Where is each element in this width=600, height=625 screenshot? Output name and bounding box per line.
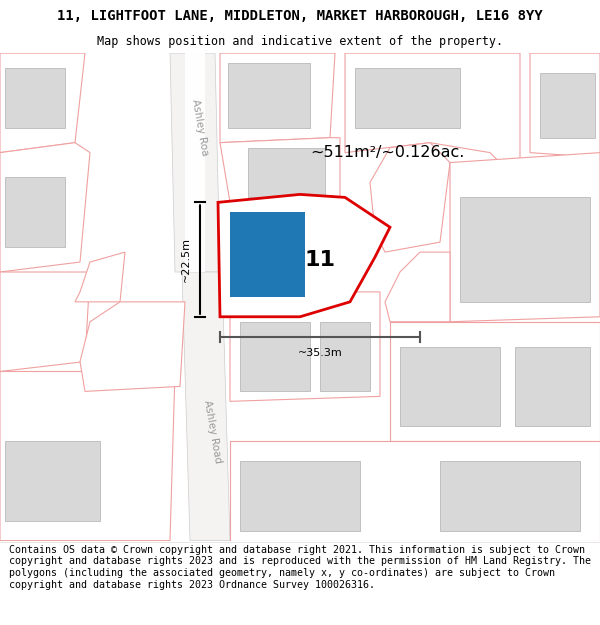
Polygon shape bbox=[450, 152, 600, 322]
Polygon shape bbox=[370, 142, 450, 252]
Polygon shape bbox=[182, 272, 230, 541]
Polygon shape bbox=[240, 461, 360, 531]
Polygon shape bbox=[75, 252, 125, 302]
Polygon shape bbox=[5, 177, 65, 247]
Polygon shape bbox=[5, 68, 65, 128]
Polygon shape bbox=[355, 68, 460, 128]
Polygon shape bbox=[5, 441, 100, 521]
Text: 11, LIGHTFOOT LANE, MIDDLETON, MARKET HARBOROUGH, LE16 8YY: 11, LIGHTFOOT LANE, MIDDLETON, MARKET HA… bbox=[57, 9, 543, 23]
Text: Ashley Road: Ashley Road bbox=[202, 399, 223, 464]
Polygon shape bbox=[248, 148, 325, 198]
Polygon shape bbox=[390, 322, 600, 441]
Polygon shape bbox=[218, 194, 390, 317]
Polygon shape bbox=[0, 142, 90, 272]
Text: Map shows position and indicative extent of the property.: Map shows position and indicative extent… bbox=[97, 35, 503, 48]
Text: ~511m²/~0.126ac.: ~511m²/~0.126ac. bbox=[310, 145, 464, 160]
Text: 11: 11 bbox=[305, 250, 335, 270]
Polygon shape bbox=[0, 272, 90, 371]
Polygon shape bbox=[440, 461, 580, 531]
Text: ~22.5m: ~22.5m bbox=[181, 237, 191, 282]
Polygon shape bbox=[185, 53, 205, 272]
Polygon shape bbox=[345, 53, 520, 182]
Polygon shape bbox=[220, 138, 340, 212]
Polygon shape bbox=[0, 371, 175, 541]
Polygon shape bbox=[400, 347, 500, 426]
Polygon shape bbox=[0, 53, 85, 152]
Polygon shape bbox=[228, 63, 310, 128]
Polygon shape bbox=[230, 213, 305, 297]
Polygon shape bbox=[530, 53, 600, 158]
Polygon shape bbox=[80, 302, 185, 391]
Polygon shape bbox=[170, 53, 220, 272]
Polygon shape bbox=[230, 441, 600, 541]
Text: ~35.3m: ~35.3m bbox=[298, 348, 343, 358]
Text: Contains OS data © Crown copyright and database right 2021. This information is : Contains OS data © Crown copyright and d… bbox=[9, 545, 591, 589]
Polygon shape bbox=[230, 292, 380, 401]
Polygon shape bbox=[320, 322, 370, 391]
Polygon shape bbox=[460, 198, 590, 302]
Polygon shape bbox=[240, 322, 310, 391]
Polygon shape bbox=[385, 252, 450, 322]
Polygon shape bbox=[220, 53, 335, 143]
Polygon shape bbox=[540, 73, 595, 138]
Polygon shape bbox=[515, 347, 590, 426]
Text: Ashley Roa: Ashley Roa bbox=[190, 99, 210, 157]
